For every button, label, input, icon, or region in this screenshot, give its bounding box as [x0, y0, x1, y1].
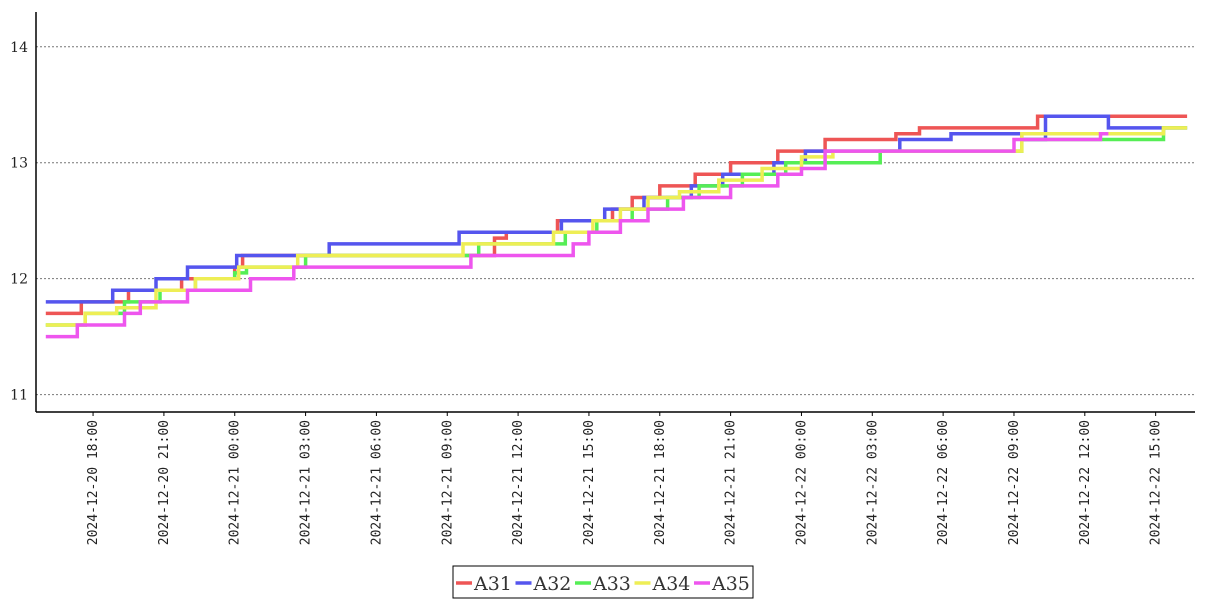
x-tick-label: 2024-12-20 21:00: [157, 420, 172, 545]
series-lines: [45, 114, 1188, 339]
y-tick-labels: 11 12 13 14: [10, 40, 28, 404]
x-tick-label: 2024-12-22 12:00: [1078, 420, 1093, 545]
series-line-a35: [45, 131, 1109, 339]
x-tick-label: 2024-12-21 03:00: [299, 420, 314, 545]
x-tick-label: 2024-12-21 18:00: [653, 420, 668, 545]
legend-label: A33: [592, 573, 631, 595]
x-tick-label: 2024-12-21 15:00: [582, 420, 597, 545]
series-line-a34: [45, 126, 1188, 327]
axes: [35, 12, 1195, 413]
y-tick-label: 13: [10, 156, 28, 172]
series-line-a32: [45, 114, 1188, 304]
x-tick-label: 2024-12-21 09:00: [440, 420, 455, 545]
x-tick-labels: 2024-12-20 18:00 2024-12-20 21:00 2024-12-…: [86, 412, 1164, 545]
y-tick-label: 11: [10, 388, 28, 404]
legend-label: A31: [473, 573, 512, 595]
x-tick-label: 2024-12-20 18:00: [86, 420, 101, 545]
x-tick-label: 2024-12-21 21:00: [724, 420, 739, 545]
legend-label: A34: [652, 573, 691, 595]
legend-label: A35: [711, 573, 750, 595]
x-tick-label: 2024-12-22 15:00: [1149, 420, 1164, 545]
x-tick-label: 2024-12-22 03:00: [865, 420, 880, 545]
legend-label: A32: [533, 573, 572, 595]
series-line-a33: [45, 126, 1188, 327]
x-tick-label: 2024-12-21 12:00: [511, 420, 526, 545]
x-tick-label: 2024-12-22 06:00: [936, 420, 951, 545]
x-tick-label: 2024-12-21 00:00: [228, 420, 243, 545]
x-tick-label: 2024-12-22 00:00: [794, 420, 809, 545]
legend: A31 A32 A33 A34 A35: [452, 565, 754, 599]
x-tick-label: 2024-12-22 09:00: [1007, 420, 1022, 545]
x-tick-label: 2024-12-21 06:00: [369, 420, 384, 545]
series-line-a31: [45, 114, 1188, 316]
y-tick-label: 12: [10, 272, 28, 288]
y-tick-label: 14: [10, 40, 28, 56]
